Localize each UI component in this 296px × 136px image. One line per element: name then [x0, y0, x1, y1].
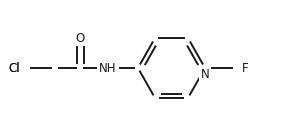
Text: NH: NH [99, 61, 117, 75]
Text: Cl: Cl [8, 61, 20, 75]
Text: Cl: Cl [8, 61, 20, 75]
Text: F: F [242, 61, 249, 75]
Text: O: O [75, 32, 85, 44]
Text: N: N [201, 68, 209, 81]
